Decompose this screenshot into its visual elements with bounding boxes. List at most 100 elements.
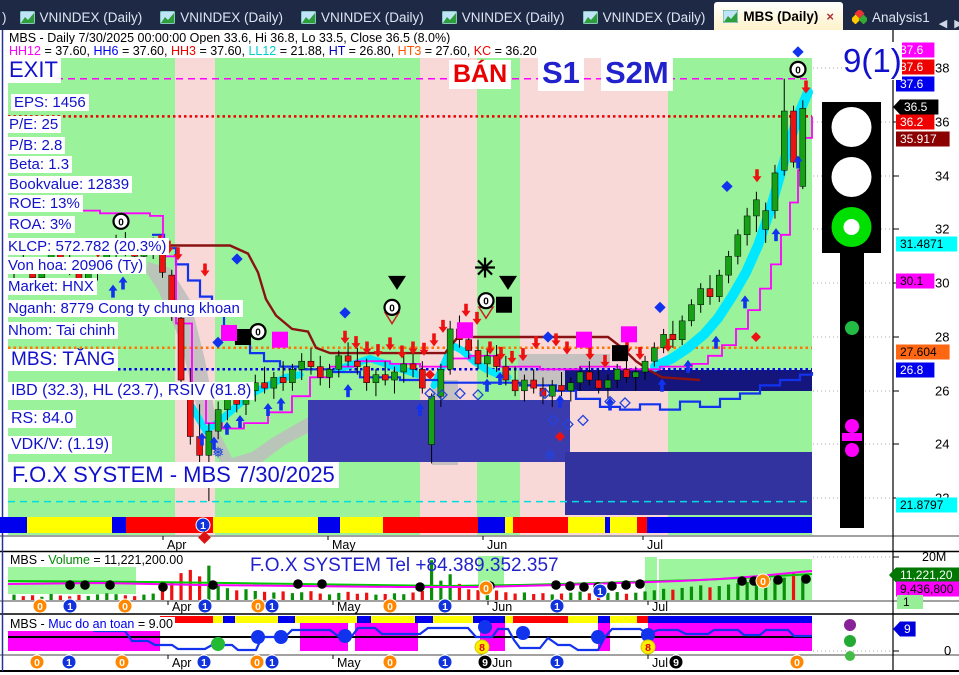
count-label: 9(1) bbox=[843, 42, 902, 80]
sell-signal-label: BÁN bbox=[449, 60, 512, 89]
svg-text:1: 1 bbox=[442, 601, 448, 613]
info-label: P/B: 2.8 bbox=[6, 137, 66, 154]
svg-text:❅: ❅ bbox=[544, 447, 557, 464]
svg-text:0: 0 bbox=[795, 65, 801, 76]
svg-text:0: 0 bbox=[387, 657, 393, 669]
svg-text:8: 8 bbox=[479, 642, 485, 654]
tab-label: MBS (Daily) bbox=[743, 8, 819, 24]
svg-text:✳: ✳ bbox=[474, 253, 496, 283]
s2m-label: S2M bbox=[601, 55, 673, 91]
trend-strip: 1 bbox=[8, 517, 812, 533]
scroll-left-icon[interactable]: ◀ bbox=[938, 18, 948, 30]
tab-mbs-daily-[interactable]: MBS (Daily) × bbox=[714, 2, 843, 30]
svg-text:Jul: Jul bbox=[652, 656, 668, 670]
svg-text:Apr: Apr bbox=[172, 600, 191, 614]
tab-vnindex-daily-[interactable]: VNINDEX (Daily) bbox=[574, 4, 715, 30]
right-price-axis: 38363432302826242237.637.637.636.536.235… bbox=[813, 30, 959, 671]
svg-text:28: 28 bbox=[935, 330, 949, 345]
date-axes: Apr May Jun Jul Apr May Jun Jul Apr May Jun Jul bbox=[0, 531, 959, 670]
fox-system-phone: F.O.X SYSTEM Tel +84.389.352.357 bbox=[250, 555, 559, 576]
svg-text:1: 1 bbox=[67, 601, 73, 613]
svg-text:0: 0 bbox=[483, 297, 489, 308]
svg-text:May: May bbox=[337, 600, 361, 614]
svg-text:38: 38 bbox=[935, 61, 949, 76]
svg-text:1: 1 bbox=[269, 601, 275, 613]
svg-text:0: 0 bbox=[122, 601, 128, 613]
svg-text:9,436,800: 9,436,800 bbox=[900, 582, 954, 596]
tab-vnindex-daily-[interactable]: VNINDEX (Daily) bbox=[292, 4, 433, 30]
info-label: Nganh: 8779 Cong ty chung khoan bbox=[5, 300, 243, 317]
s1-label: S1 bbox=[538, 55, 584, 91]
pane-borders bbox=[0, 30, 959, 672]
info-label: Bookvalue: 12839 bbox=[6, 176, 133, 193]
svg-text:1: 1 bbox=[903, 595, 910, 609]
info-label: EXIT bbox=[6, 57, 61, 83]
info-label: RS: 84.0 bbox=[8, 410, 77, 428]
svg-text:31.4871: 31.4871 bbox=[900, 237, 944, 251]
tab-label: ) bbox=[2, 9, 7, 25]
svg-text:0: 0 bbox=[37, 601, 43, 613]
svg-text:Jun: Jun bbox=[487, 538, 507, 552]
svg-text:Apr: Apr bbox=[167, 538, 186, 552]
tab-vnindex-daily-[interactable]: VNINDEX (Daily) bbox=[433, 4, 574, 30]
svg-text:0: 0 bbox=[483, 583, 489, 595]
svg-text:1: 1 bbox=[554, 657, 560, 669]
svg-text:Jul: Jul bbox=[652, 600, 668, 614]
info-label: Beta: 1.3 bbox=[6, 156, 73, 173]
svg-text:30.1: 30.1 bbox=[900, 274, 924, 288]
svg-text:37.6: 37.6 bbox=[900, 43, 924, 57]
info-label: P/E: 25 bbox=[6, 116, 62, 133]
tab-close-icon[interactable]: × bbox=[826, 8, 834, 24]
svg-text:0: 0 bbox=[255, 328, 261, 339]
svg-text:9: 9 bbox=[673, 657, 679, 669]
svg-text:1: 1 bbox=[269, 657, 275, 669]
svg-text:36.2: 36.2 bbox=[900, 115, 924, 129]
info-label: EPS: 1456 bbox=[11, 94, 89, 111]
tab-label: VNINDEX (Daily) bbox=[321, 9, 424, 25]
tab-analysis1[interactable]: Analysis1 bbox=[843, 4, 939, 30]
info-label: Von hoa: 20906 (Ty) bbox=[5, 257, 147, 274]
svg-text:0: 0 bbox=[255, 601, 261, 613]
scroll-right-icon[interactable]: ▶ bbox=[954, 18, 959, 30]
svg-text:36: 36 bbox=[935, 115, 949, 130]
svg-text:36.5: 36.5 bbox=[904, 100, 928, 114]
info-label: Nhom: Tai chinh bbox=[5, 322, 119, 339]
svg-text:0: 0 bbox=[34, 657, 40, 669]
tab--[interactable]: ) bbox=[0, 4, 11, 30]
svg-text:0: 0 bbox=[389, 303, 395, 314]
svg-text:❅: ❅ bbox=[212, 445, 225, 462]
svg-text:1: 1 bbox=[442, 657, 448, 669]
tab-vnindex-daily-[interactable]: VNINDEX (Daily) bbox=[11, 4, 152, 30]
info-label: Market: HNX bbox=[5, 278, 97, 295]
chart-icon bbox=[441, 10, 457, 24]
info-label: IBD (32.3), HL (23.7), RSIV (81.8) bbox=[8, 382, 255, 400]
svg-text:Jun: Jun bbox=[492, 600, 512, 614]
safety-pane-title: MBS - Muc do an toan = 9.00 bbox=[8, 617, 175, 631]
tab-label: VNINDEX (Daily) bbox=[180, 9, 284, 25]
info-label: ROA: 3% bbox=[6, 216, 75, 233]
svg-text:0: 0 bbox=[387, 601, 393, 613]
traffic-light-widget bbox=[822, 102, 881, 528]
svg-text:9: 9 bbox=[482, 657, 488, 669]
svg-text:37.6: 37.6 bbox=[900, 60, 924, 74]
volume-pane-title: MBS - Volume = 11,221,200.00 bbox=[8, 553, 186, 567]
ohlc-header: MBS - Daily 7/30/2025 00:00:00 Open 33.6… bbox=[7, 31, 453, 45]
svg-text:8: 8 bbox=[645, 642, 651, 654]
svg-text:Jul: Jul bbox=[647, 538, 663, 552]
svg-text:37.6: 37.6 bbox=[900, 77, 924, 91]
tab-vnindex-daily-[interactable]: VNINDEX (Daily) bbox=[151, 4, 292, 30]
fox-system-watermark: F.O.X SYSTEM - MBS 7/30/2025 bbox=[8, 462, 339, 488]
svg-text:1: 1 bbox=[66, 657, 72, 669]
chart-icon bbox=[301, 10, 317, 24]
tab-label: VNINDEX (Daily) bbox=[39, 9, 143, 25]
chart-icon bbox=[160, 10, 176, 24]
svg-text:35.917: 35.917 bbox=[900, 132, 937, 146]
svg-text:9: 9 bbox=[904, 622, 911, 636]
svg-text:Jun: Jun bbox=[492, 656, 512, 670]
svg-text:26: 26 bbox=[935, 384, 949, 399]
svg-text:0: 0 bbox=[944, 643, 951, 658]
svg-text:1: 1 bbox=[200, 520, 206, 532]
svg-text:0: 0 bbox=[119, 657, 125, 669]
